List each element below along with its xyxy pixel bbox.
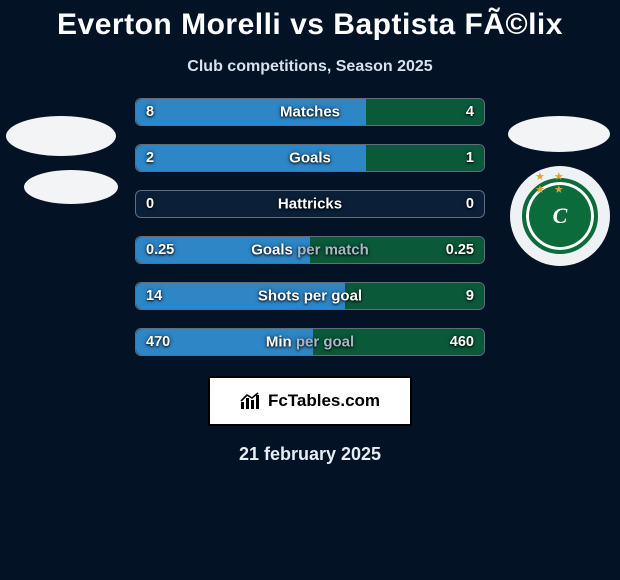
- stat-right-value: 0: [466, 196, 474, 212]
- stat-row: 0 0 Hattricks: [135, 190, 485, 218]
- stat-label: Hattricks: [278, 196, 342, 213]
- stat-row: 470 460 Min per goal: [135, 328, 485, 356]
- brand-chart-icon: [240, 392, 262, 410]
- stat-row: 2 1 Goals: [135, 144, 485, 172]
- stat-row: 14 9 Shots per goal: [135, 282, 485, 310]
- bar-left: [136, 145, 366, 171]
- stat-label: Goals per match: [251, 242, 369, 259]
- comparison-stage: ★ ★ ★ ★ C 8 4 Matches 2 1 Goals 0 0 Hattricks 0.2…: [0, 98, 620, 356]
- crest-stars-icon: ★ ★ ★ ★: [535, 170, 585, 196]
- brand-text: FcTables.com: [268, 391, 380, 411]
- team-right-crest: ★ ★ ★ ★ C: [510, 166, 610, 266]
- stat-left-value: 8: [146, 104, 154, 120]
- stat-left-value: 470: [146, 334, 170, 350]
- stat-right-value: 460: [450, 334, 474, 350]
- stat-left-value: 0: [146, 196, 154, 212]
- footer-date: 21 february 2025: [0, 444, 620, 465]
- stat-label: Goals: [289, 150, 331, 167]
- stat-row: 0.25 0.25 Goals per match: [135, 236, 485, 264]
- stat-right-value: 0.25: [446, 242, 474, 258]
- stat-left-value: 2: [146, 150, 154, 166]
- stat-left-value: 14: [146, 288, 162, 304]
- stat-label: Min per goal: [266, 334, 354, 351]
- stat-right-value: 1: [466, 150, 474, 166]
- stat-rows: 8 4 Matches 2 1 Goals 0 0 Hattricks 0.25 0.25 Goals…: [135, 98, 485, 356]
- team-left-badge-1: [6, 116, 116, 156]
- stat-right-value: 4: [466, 104, 474, 120]
- team-left-badge-2: [24, 170, 118, 204]
- bar-right: [345, 283, 484, 309]
- stat-left-value: 0.25: [146, 242, 174, 258]
- stat-row: 8 4 Matches: [135, 98, 485, 126]
- stat-label: Shots per goal: [258, 288, 362, 305]
- stat-right-value: 9: [466, 288, 474, 304]
- page-title: Everton Morelli vs Baptista FÃ©lix: [0, 8, 620, 42]
- team-right-badge-1: [508, 116, 610, 152]
- stat-label: Matches: [280, 104, 340, 121]
- brand-badge: FcTables.com: [208, 376, 412, 426]
- page-subtitle: Club competitions, Season 2025: [0, 58, 620, 76]
